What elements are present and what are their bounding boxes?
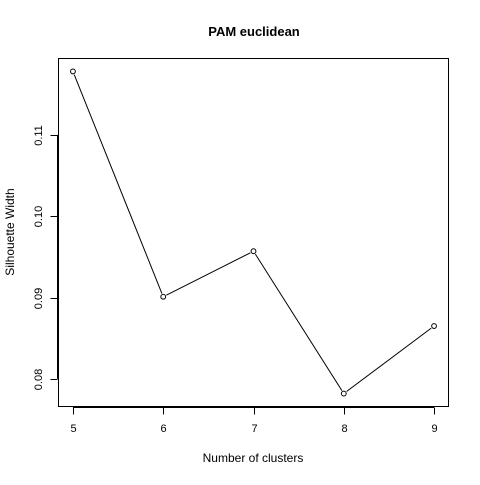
data-point: [160, 293, 167, 300]
x-tick-label: 6: [160, 423, 166, 435]
y-axis: 0.08 0.09 0.10 0.11: [33, 125, 58, 390]
x-axis: 5 6 7 8 9: [70, 407, 438, 435]
data-point: [340, 390, 347, 397]
y-tick-label: 0.08: [33, 369, 45, 390]
x-tick-label: 5: [70, 423, 76, 435]
y-tick-label: 0.09: [33, 288, 45, 309]
chart-title: PAM euclidean: [208, 24, 300, 39]
series-line-segment: [166, 252, 251, 296]
plot-frame: [58, 58, 449, 407]
x-tick-label: 8: [341, 423, 347, 435]
y-tick-label: 0.11: [33, 125, 45, 146]
x-tick-label: 7: [251, 423, 257, 435]
series-line-segment: [346, 327, 432, 392]
x-tick-label: 9: [431, 423, 437, 435]
y-axis-label: Silhouette Width: [3, 188, 17, 275]
data-point: [431, 323, 437, 329]
data-point: [70, 68, 76, 75]
x-axis-label: Number of clusters: [203, 451, 304, 465]
data-point: [250, 248, 257, 255]
series-line-segment: [254, 253, 343, 391]
y-tick-label: 0.10: [33, 206, 45, 227]
series-silhouette-width: [70, 68, 437, 397]
series-line-segment: [73, 74, 163, 294]
